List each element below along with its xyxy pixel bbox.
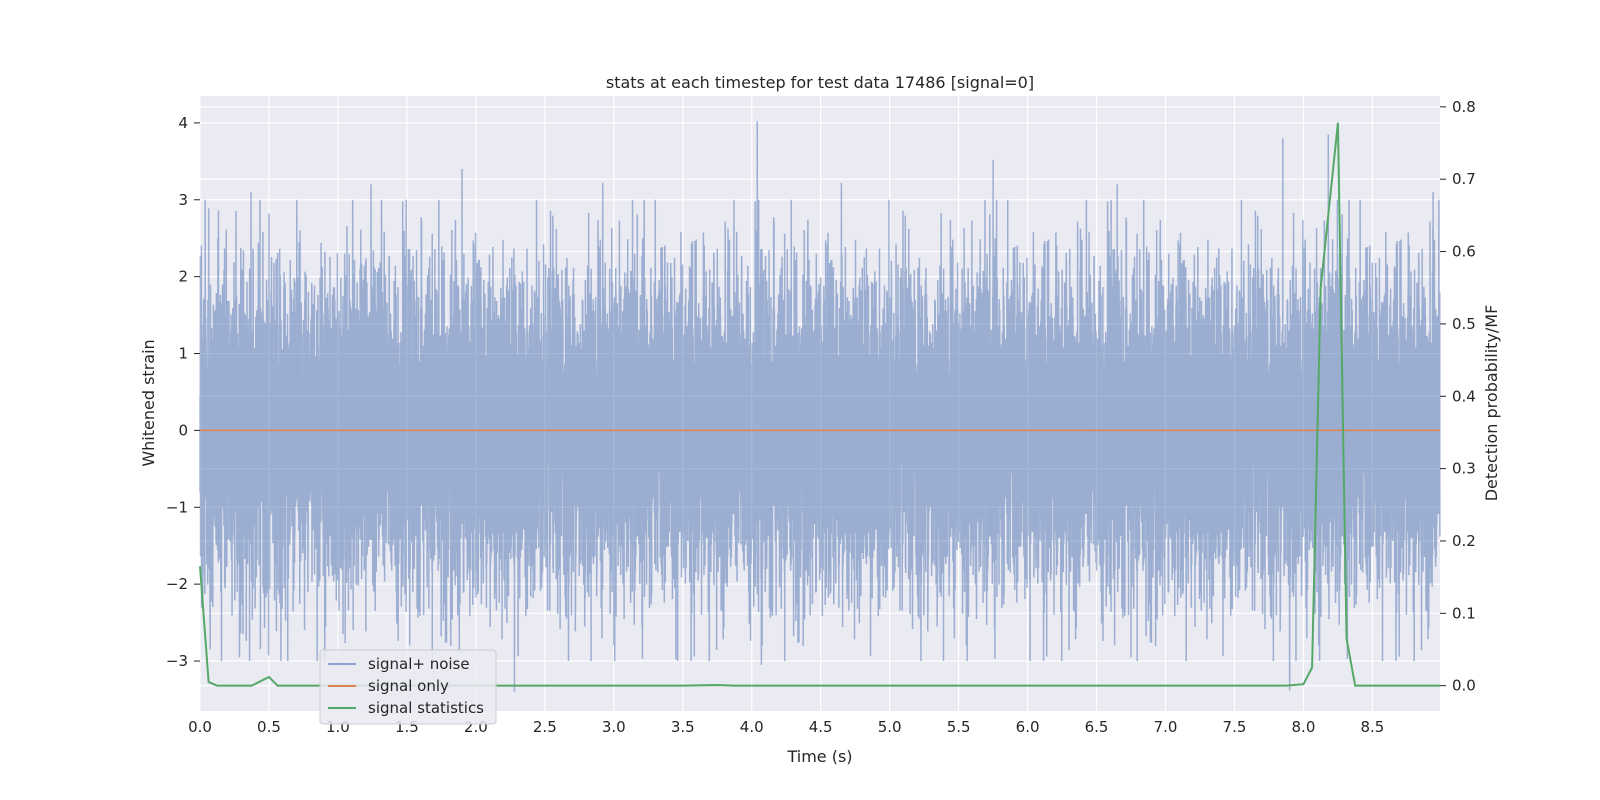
y2-tick-label: 0.8 [1452,98,1476,116]
y-tick-label: −2 [166,575,188,593]
series-signal-statistics-line [199,122,1440,687]
legend: signal+ noise signal only signal statist… [319,649,497,725]
y2-tick-label: 0.1 [1452,604,1476,622]
y-tick-label: −1 [166,498,188,516]
x-tick-label: 5.0 [878,718,902,736]
x-tick-label: 5.5 [947,718,971,736]
chart-title: stats at each timestep for test data 174… [606,73,1034,92]
x-tick-label: 7.5 [1223,718,1247,736]
x-tick-label: 3.0 [602,718,626,736]
x-tick-label: 8.5 [1360,718,1384,736]
y2-tick-label: 0.3 [1452,460,1476,478]
y2-tick-label: 0.7 [1452,170,1476,188]
y2-tick-label: 0.6 [1452,243,1476,261]
y2-tick-label: 0.5 [1452,315,1476,333]
y-tick-label: −3 [166,652,188,670]
y-tick-label: 2 [178,268,188,286]
x-tick-label: 6.0 [1016,718,1040,736]
y-tick-label: 1 [178,345,188,363]
y-tick-labels: −3 −2 −1 0 1 2 3 4 [166,114,200,670]
x-tick-label: 2.5 [533,718,557,736]
legend-box [319,649,497,725]
y2-tick-label: 0.2 [1452,532,1476,550]
y-tick-label: 0 [178,421,188,439]
y2-tick-label: 0.0 [1452,677,1476,695]
legend-label-signal-only: signal only [368,677,449,695]
x-tick-label: 4.0 [740,718,764,736]
x-tick-label: 4.5 [809,718,833,736]
y2-tick-label: 0.4 [1452,387,1476,405]
x-tick-label: 0.5 [257,718,281,736]
y2-axis-label: Detection probability/MF [1482,305,1501,502]
y-axis-label: Whitened strain [139,339,158,466]
x-tick-label: 8.0 [1292,718,1316,736]
x-tick-label: 7.0 [1154,718,1178,736]
x-tick-label: 3.5 [671,718,695,736]
y-tick-label: 3 [178,191,188,209]
x-tick-label: 0.0 [188,718,212,736]
y-tick-label: 4 [178,114,188,132]
legend-label-signal-statistics: signal statistics [368,699,484,717]
legend-label-signal-noise: signal+ noise [368,655,470,673]
x-axis-label: Time (s) [786,747,852,766]
y2-tick-labels: 0.0 0.1 0.2 0.3 0.4 0.5 0.6 0.7 0.8 [1440,98,1476,695]
x-tick-label: 6.5 [1085,718,1109,736]
